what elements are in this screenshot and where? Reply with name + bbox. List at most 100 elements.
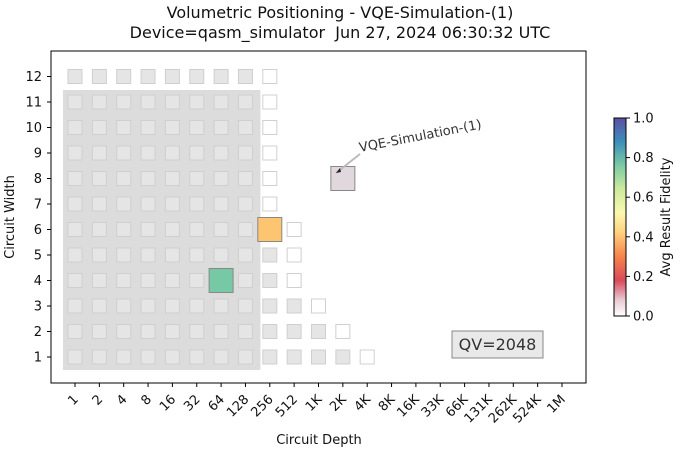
y-tick-label: 2 [34,325,42,340]
x-tick-label: 256 [248,392,276,420]
grid-cell [164,247,180,263]
colorbar-tick-label: 0.2 [633,270,654,285]
grid-cell [67,349,83,365]
grid-cell [262,171,278,186]
grid-cell [359,349,375,365]
grid-cell [67,69,83,84]
grid-cell [91,349,107,365]
grid-cell [116,222,132,237]
grid-cell [164,120,180,135]
grid-cell [237,349,253,365]
grid-cell [140,247,156,263]
grid-cell [67,298,83,314]
grid-cell [189,145,205,161]
grid-cell [164,298,180,314]
grid-cell [213,222,229,237]
grid-cell [213,298,229,314]
grid-cell [67,222,83,237]
grid-cell [116,171,132,186]
grid-cell [91,69,107,84]
grid-cell [213,324,229,339]
grid-cell [213,69,229,84]
grid-cell [116,247,132,263]
grid-cell [140,69,156,84]
x-tick-label: 16K [394,392,423,421]
x-axis-label: Circuit Depth [276,433,362,448]
grid-cell [189,298,205,314]
grid-cell [116,298,132,314]
grid-cell [67,247,83,263]
grid-cell [189,349,205,365]
grid-cell [262,94,278,110]
grid-cell [116,273,132,288]
grid-cell [262,298,278,314]
grid-cell [262,120,278,135]
x-tick-label: 1 [65,392,81,408]
grid-cell [262,324,278,339]
grid-cell [286,247,302,263]
grid-cell [164,349,180,365]
grid-cell [237,324,253,339]
grid-cell [237,247,253,263]
grid-cell [262,273,278,288]
grid-cell [237,69,253,84]
grid-cell [213,349,229,365]
grid-cell [213,94,229,110]
grid-cell [91,145,107,161]
grid-cell [213,247,229,263]
grid-cell [67,94,83,110]
grid-cell [213,196,229,212]
colorbar-label: Avg Result Fidelity [659,157,674,276]
y-tick-label: 6 [34,223,42,238]
grid-cell [262,247,278,263]
grid-cell [116,120,132,135]
grid-cell [286,324,302,339]
grid-cell [189,69,205,84]
grid-cell [91,171,107,186]
grid-cell [335,324,351,339]
x-tick-label: 32 [181,392,203,414]
grid-cell [311,349,326,365]
grid-cell [164,94,180,110]
grid-cell [237,298,253,314]
y-axis-label: Circuit Width [3,175,18,259]
grid-cell [237,171,253,186]
result-marker [208,268,234,293]
grid-cell [91,324,107,339]
grid-cell [67,120,83,135]
grid-cell [189,273,205,288]
grid-cell [237,273,253,288]
grid-cell [189,120,205,135]
grid-cell [91,247,107,263]
y-tick-label: 11 [25,96,42,111]
grid-cell [91,120,107,135]
grid-cell [286,298,302,314]
colorbar-tick-label: 0.4 [633,230,654,245]
x-tick-label: 8 [138,392,154,408]
y-tick-label: 7 [34,198,42,213]
chart-title: Volumetric Positioning - VQE-Simulation-… [166,3,514,22]
grid-cell [116,145,132,161]
grid-cell [116,69,132,84]
colorbar-gradient [613,117,627,317]
x-tick-label: 128 [224,392,252,420]
colorbar-tick-label: 0.6 [633,191,654,206]
grid-cell [140,94,156,110]
grid-cell [311,298,326,314]
grid-cell [189,222,205,237]
grid-cell [164,324,180,339]
qv-badge [451,330,544,359]
grid-cell [237,145,253,161]
grid-cell [116,324,132,339]
grid-cell [213,145,229,161]
grid-cell [262,196,278,212]
grid-cell [140,298,156,314]
grid-cell [189,247,205,263]
y-tick-label: 10 [25,121,42,136]
result-marker [330,166,356,191]
grid-cell [116,94,132,110]
grid-cell [91,222,107,237]
result-marker [257,217,283,242]
grid-cell [335,349,351,365]
grid-cell [67,196,83,212]
